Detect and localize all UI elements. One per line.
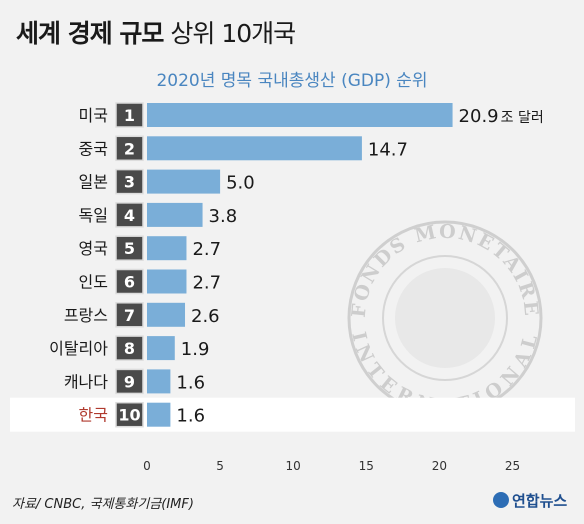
x-tick-label: 0 [143, 459, 151, 473]
bar [147, 202, 203, 227]
value-label: 1.6 [176, 406, 205, 427]
highlight-row-background [10, 397, 575, 432]
rank-number: 10 [118, 406, 140, 425]
rank-number: 2 [124, 139, 135, 158]
value-label: 14.7 [368, 139, 408, 160]
bar [147, 103, 453, 127]
chart-subtitle: 2020년 명목 국내총생산 (GDP) 순위 [156, 71, 428, 91]
category-label: 캐나다 [64, 372, 108, 391]
title-main: 세계 경제 규모 [16, 19, 164, 48]
category-label: 인도 [79, 273, 108, 292]
bar [147, 302, 186, 327]
seal-globe [395, 268, 495, 368]
title-sub: 상위 10개국 [170, 19, 296, 48]
category-label: 이탈리아 [49, 339, 108, 358]
x-tick-label: 10 [286, 459, 301, 473]
rank-number: 4 [124, 206, 135, 225]
value-label: 1.6 [176, 372, 205, 393]
source-note: 자료/ CNBC, 국제통화기금(IMF) [12, 497, 194, 512]
rank-number: 8 [124, 339, 135, 358]
value-label: 2.6 [191, 306, 220, 327]
rank-number: 3 [124, 173, 135, 192]
brand-name: 연합뉴스 [512, 492, 568, 510]
category-label: 독일 [79, 206, 108, 225]
bar [147, 169, 221, 194]
rank-box [115, 168, 144, 195]
value-label: 2.7 [192, 273, 221, 294]
category-label: 미국 [79, 106, 108, 125]
value-label: 1.9 [181, 339, 210, 360]
category-label: 중국 [79, 139, 108, 158]
value-unit: 조 달러 [501, 110, 544, 126]
value-label: 5.0 [226, 173, 255, 194]
x-tick-label: 15 [359, 459, 374, 473]
rank-box [115, 102, 144, 128]
bar [147, 236, 187, 261]
value-label: 3.8 [209, 206, 238, 227]
rank-box [115, 302, 144, 328]
chart-title: 세계 경제 규모 상위 10개국 [16, 14, 296, 50]
rank-box [115, 268, 144, 295]
rank-number: 5 [124, 239, 135, 258]
rank-box [115, 135, 144, 162]
bar [147, 336, 175, 361]
rank-number: 7 [124, 306, 135, 325]
rank-box [115, 401, 144, 428]
category-label: 일본 [79, 173, 108, 192]
value-label: 20.9 조 달러 [459, 106, 544, 127]
yonhap-logo-icon [493, 492, 509, 508]
x-tick-label: 25 [505, 459, 520, 473]
rank-box [115, 235, 144, 261]
bar [147, 136, 362, 161]
imf-seal-watermark: FONDS MONETAIREINTERNATIONAL [347, 220, 543, 417]
rank-number: 9 [124, 372, 135, 391]
rank-box [115, 202, 144, 228]
rank-number: 6 [124, 273, 135, 292]
rank-box [115, 368, 144, 395]
category-label: 프랑스 [64, 306, 108, 325]
bar [147, 369, 171, 394]
category-label: 영국 [79, 239, 108, 258]
seal-inner-ring [382, 255, 508, 381]
category-label: 한국 [79, 406, 108, 425]
yonhap-logo: 연합뉴스 [493, 490, 567, 511]
value-label: 2.7 [192, 239, 221, 260]
rank-box [115, 335, 144, 361]
rank-number: 1 [124, 106, 135, 125]
x-tick-label: 20 [432, 459, 447, 473]
x-tick-label: 5 [216, 459, 224, 473]
bar [147, 269, 187, 294]
bar [147, 402, 171, 427]
